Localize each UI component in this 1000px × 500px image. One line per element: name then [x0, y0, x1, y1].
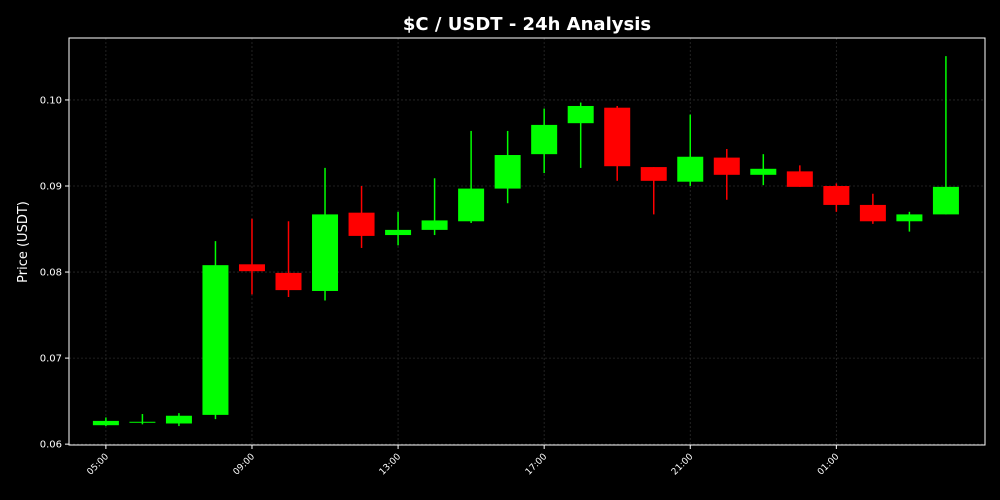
candle-body: [932, 186, 959, 215]
x-tick-label: 09:00: [232, 452, 258, 478]
candle-body: [713, 157, 740, 175]
y-tick-label: 0.06: [40, 440, 62, 451]
candle-body: [202, 265, 229, 415]
candle-body: [129, 421, 156, 423]
candle-body: [531, 124, 558, 155]
plot-frame: [68, 37, 986, 446]
candle-body: [750, 168, 777, 175]
x-tick-label: 05:00: [86, 452, 112, 478]
candle-body: [238, 264, 265, 272]
candle-body: [312, 214, 339, 291]
candle-body: [640, 167, 667, 181]
y-axis-label: Price (USDT): [16, 201, 31, 283]
candle-body: [421, 220, 448, 230]
x-tick-label: 13:00: [378, 452, 404, 478]
y-tick-label: 0.10: [40, 95, 62, 106]
candle-body: [677, 156, 704, 182]
x-tick-label: 17:00: [524, 452, 550, 478]
candle-body: [786, 171, 813, 187]
y-tick-label: 0.09: [40, 182, 62, 193]
candle-body: [896, 214, 923, 222]
candle-body: [859, 204, 886, 222]
candle-body: [604, 107, 631, 167]
x-tick-label: 01:00: [816, 452, 842, 478]
candle-body: [385, 229, 412, 236]
y-tick-label: 0.07: [40, 354, 62, 365]
candle-body: [567, 105, 594, 124]
chart-title: $C / USDT - 24h Analysis: [403, 14, 651, 35]
candle-body: [823, 186, 850, 205]
candle-body: [494, 155, 521, 189]
candle-body: [348, 212, 375, 236]
candle-body: [165, 415, 192, 424]
candle-body: [92, 420, 119, 426]
x-tick-label: 21:00: [670, 452, 696, 478]
y-tick-label: 0.08: [40, 268, 62, 279]
candle-body: [275, 272, 302, 291]
candle-body: [458, 188, 485, 222]
